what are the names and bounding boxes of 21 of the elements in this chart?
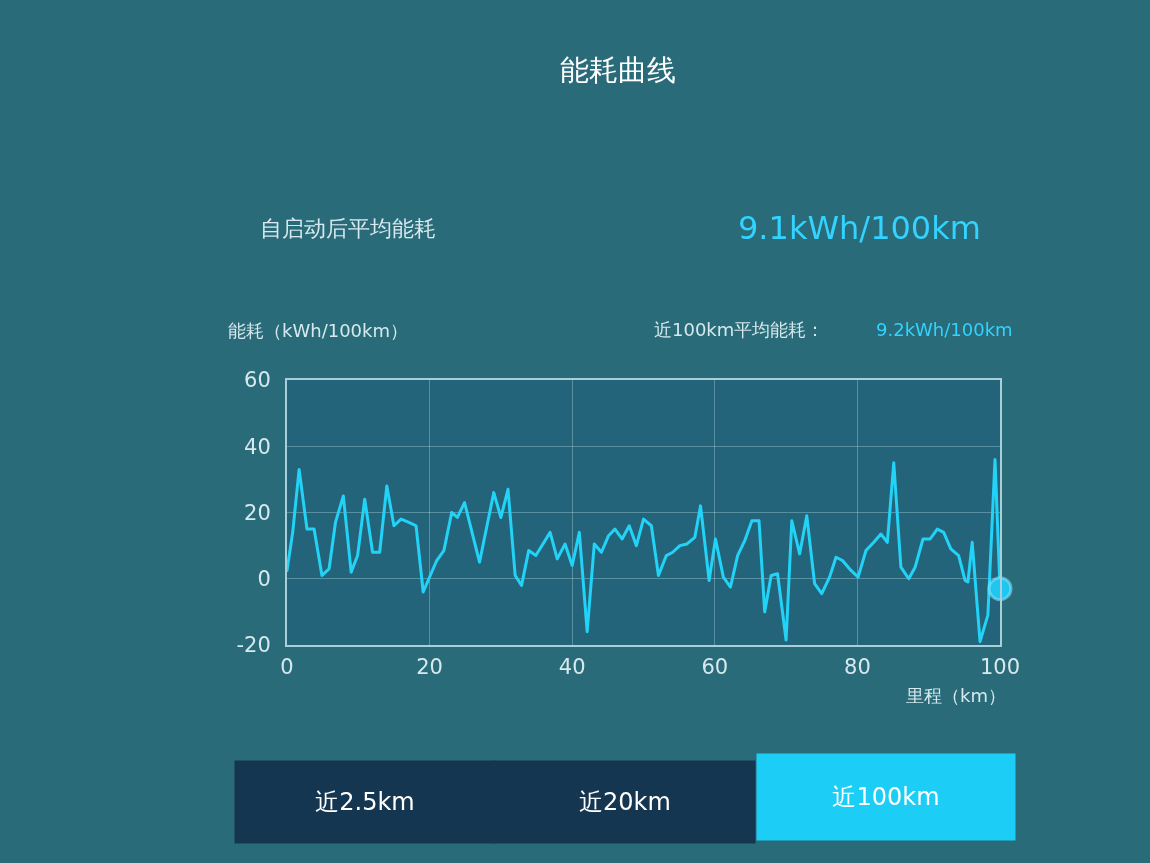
x-tick-label: 0 <box>280 655 294 680</box>
y-tick-label: 60 <box>244 368 271 393</box>
y-tick-label: 40 <box>244 434 271 459</box>
y-tick-label: -20 <box>236 633 271 658</box>
text: 近2.5km <box>315 788 415 816</box>
y-axis-title: 能耗（kWh/100km） <box>228 320 409 341</box>
text: 近100km <box>832 783 940 811</box>
x-tick-label: 60 <box>701 655 729 680</box>
x-tick-label: 40 <box>558 655 586 680</box>
y-tick-label: 0 <box>257 567 271 592</box>
text: 近20km <box>579 788 671 816</box>
text: 自启动后平均能耗 <box>260 216 436 241</box>
x-tick-label: 80 <box>844 655 871 680</box>
chart-title: 能耗曲线 <box>560 53 676 88</box>
x-tick-label: 100 <box>979 655 1021 680</box>
y-tick-label: 20 <box>244 500 271 525</box>
text: 近100km平均能耗： <box>654 319 825 340</box>
text: 9.2kWh/100km <box>876 319 1013 340</box>
x-axis-title: 里程（km） <box>906 685 1006 706</box>
text: 9.1kWh/100km <box>738 209 981 247</box>
x-tick-label: 20 <box>416 655 443 680</box>
